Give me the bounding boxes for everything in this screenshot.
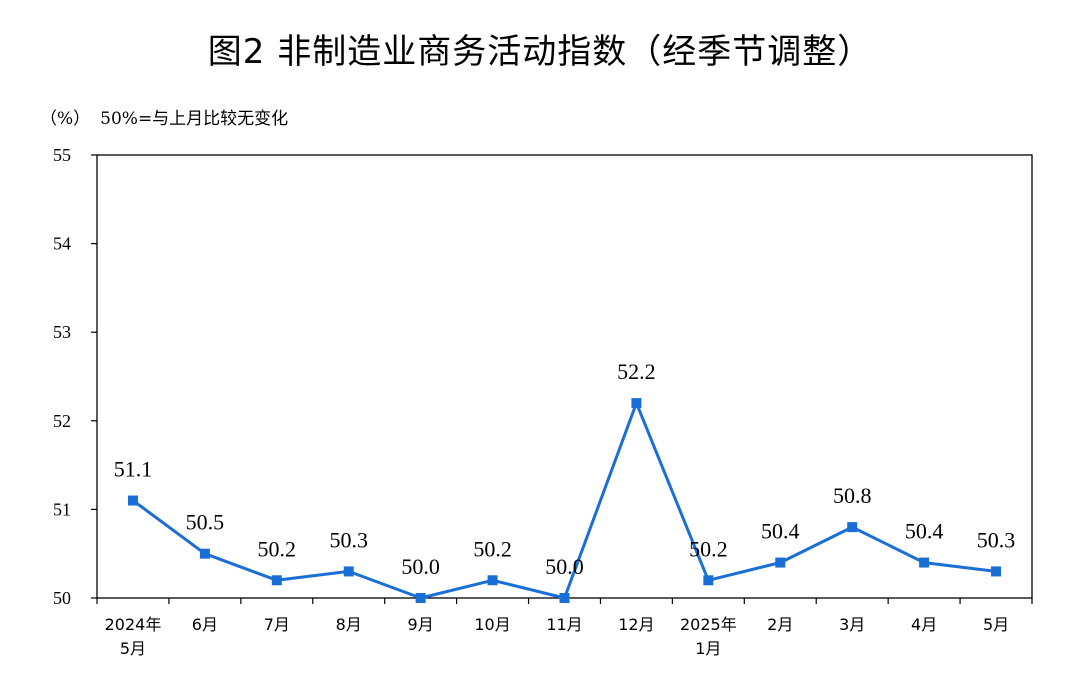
x-tick-label: 11月 <box>546 615 582 634</box>
data-point <box>343 566 354 577</box>
chart-title: 图2 非制造业商务活动指数（经季节调整） <box>207 32 873 72</box>
x-tick-label: 12月 <box>618 615 654 634</box>
data-point <box>919 557 930 568</box>
data-point <box>991 566 1002 577</box>
x-tick-label-line: 1月 <box>695 639 721 658</box>
data-label: 50.4 <box>761 519 800 544</box>
x-tick-label: 4月 <box>911 615 937 634</box>
plot-frame <box>96 154 1033 599</box>
data-point <box>775 557 786 568</box>
y-tick-label: 55 <box>53 145 71 165</box>
data-point <box>487 575 498 586</box>
chart-note: （%） 50%=与上月比较无变化 <box>40 108 288 130</box>
data-label: 51.1 <box>114 457 153 482</box>
data-label: 50.3 <box>329 527 368 552</box>
x-tick-label-line: 6月 <box>192 615 218 634</box>
x-tick-label-line: 9月 <box>408 615 434 634</box>
data-point <box>559 593 570 603</box>
data-point <box>847 522 858 533</box>
x-tick-label-line: 2025年 <box>680 615 737 634</box>
x-tick-label-line: 7月 <box>264 615 290 634</box>
data-label: 50.4 <box>905 519 944 544</box>
x-tick-label: 2025年 1月 <box>680 615 737 658</box>
x-tick-label-line: 2月 <box>767 615 793 634</box>
x-tick-label: 6月 <box>192 615 218 634</box>
x-tick-label-line: 2024年 <box>105 615 162 634</box>
data-point <box>199 548 210 559</box>
x-tick-label-line: 5月 <box>983 615 1009 634</box>
data-labels: 51.1 50.5 50.2 50.3 50.0 50.2 50.0 52.2 50.2 50.4… <box>114 359 1016 579</box>
data-point <box>271 575 282 586</box>
y-tick-label: 54 <box>53 234 71 254</box>
data-label: 50.0 <box>401 554 440 579</box>
data-label: 50.3 <box>977 527 1016 552</box>
x-tick-label: 10月 <box>474 615 510 634</box>
x-tick-label-line: 8月 <box>336 615 362 634</box>
data-point <box>127 495 138 506</box>
x-tick-label: 9月 <box>408 615 434 634</box>
axes: 50 51 52 53 54 55 2024年 5月 6月 7月 8月 9月 10月 11月 12月 2025… <box>53 145 1033 658</box>
x-tick-label: 3月 <box>839 615 865 634</box>
y-unit-label: （%） <box>40 109 91 129</box>
x-tick-label: 8月 <box>336 615 362 634</box>
data-label: 50.0 <box>545 554 584 579</box>
x-tick-label-line: 10月 <box>474 615 510 634</box>
data-label: 52.2 <box>617 359 656 384</box>
y-tick-label: 51 <box>53 499 71 519</box>
data-point <box>415 593 426 603</box>
x-tick-label: 2月 <box>767 615 793 634</box>
data-label: 50.2 <box>689 536 728 561</box>
x-tick-label-line: 5月 <box>120 639 146 658</box>
y-tick-label: 50 <box>53 588 71 608</box>
baseline-note: 50%=与上月比较无变化 <box>100 109 289 129</box>
data-label: 50.2 <box>473 536 512 561</box>
data-point <box>631 398 642 409</box>
data-point <box>703 575 714 586</box>
y-tick-label: 53 <box>53 322 71 342</box>
x-tick-label-line: 3月 <box>839 615 865 634</box>
series-layer <box>127 398 1002 603</box>
x-tick-label: 5月 <box>983 615 1009 634</box>
data-label: 50.2 <box>258 536 297 561</box>
data-label: 50.5 <box>186 510 225 535</box>
x-tick-label: 2024年 5月 <box>105 615 162 658</box>
x-tick-label-line: 11月 <box>546 615 582 634</box>
data-label: 50.8 <box>833 483 872 508</box>
x-tick-label: 7月 <box>264 615 290 634</box>
y-tick-label: 52 <box>53 411 71 431</box>
x-tick-label-line: 4月 <box>911 615 937 634</box>
x-tick-label-line: 12月 <box>618 615 654 634</box>
